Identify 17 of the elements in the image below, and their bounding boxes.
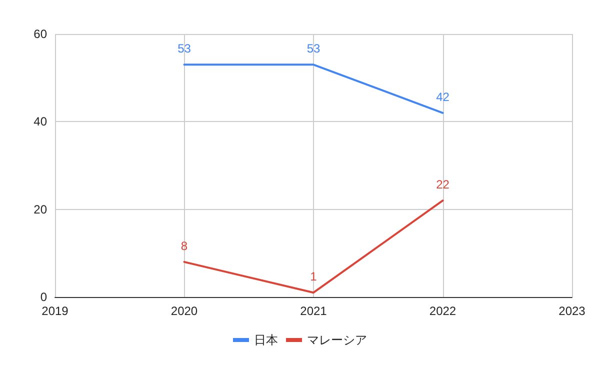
data-label: 22: [436, 178, 450, 192]
x-tick-label: 2019: [42, 304, 69, 318]
x-tick-label: 2021: [300, 304, 328, 318]
data-label: 53: [178, 42, 192, 56]
y-tick-label: 0: [40, 290, 48, 304]
y-tick-label: 60: [34, 27, 48, 41]
y-tick-label: 40: [34, 114, 48, 129]
x-tick-label: 2023: [558, 304, 586, 318]
data-label: 1: [310, 270, 318, 284]
legend-label: マレーシア: [307, 333, 367, 347]
data-label: 53: [306, 42, 320, 56]
data-label: 42: [436, 90, 450, 104]
y-tick-label: 20: [34, 202, 48, 216]
x-tick-label: 2022: [429, 304, 456, 318]
x-tick-label: 2020: [170, 304, 198, 318]
legend-label: 日本: [254, 333, 278, 347]
data-label: 8: [180, 238, 188, 253]
